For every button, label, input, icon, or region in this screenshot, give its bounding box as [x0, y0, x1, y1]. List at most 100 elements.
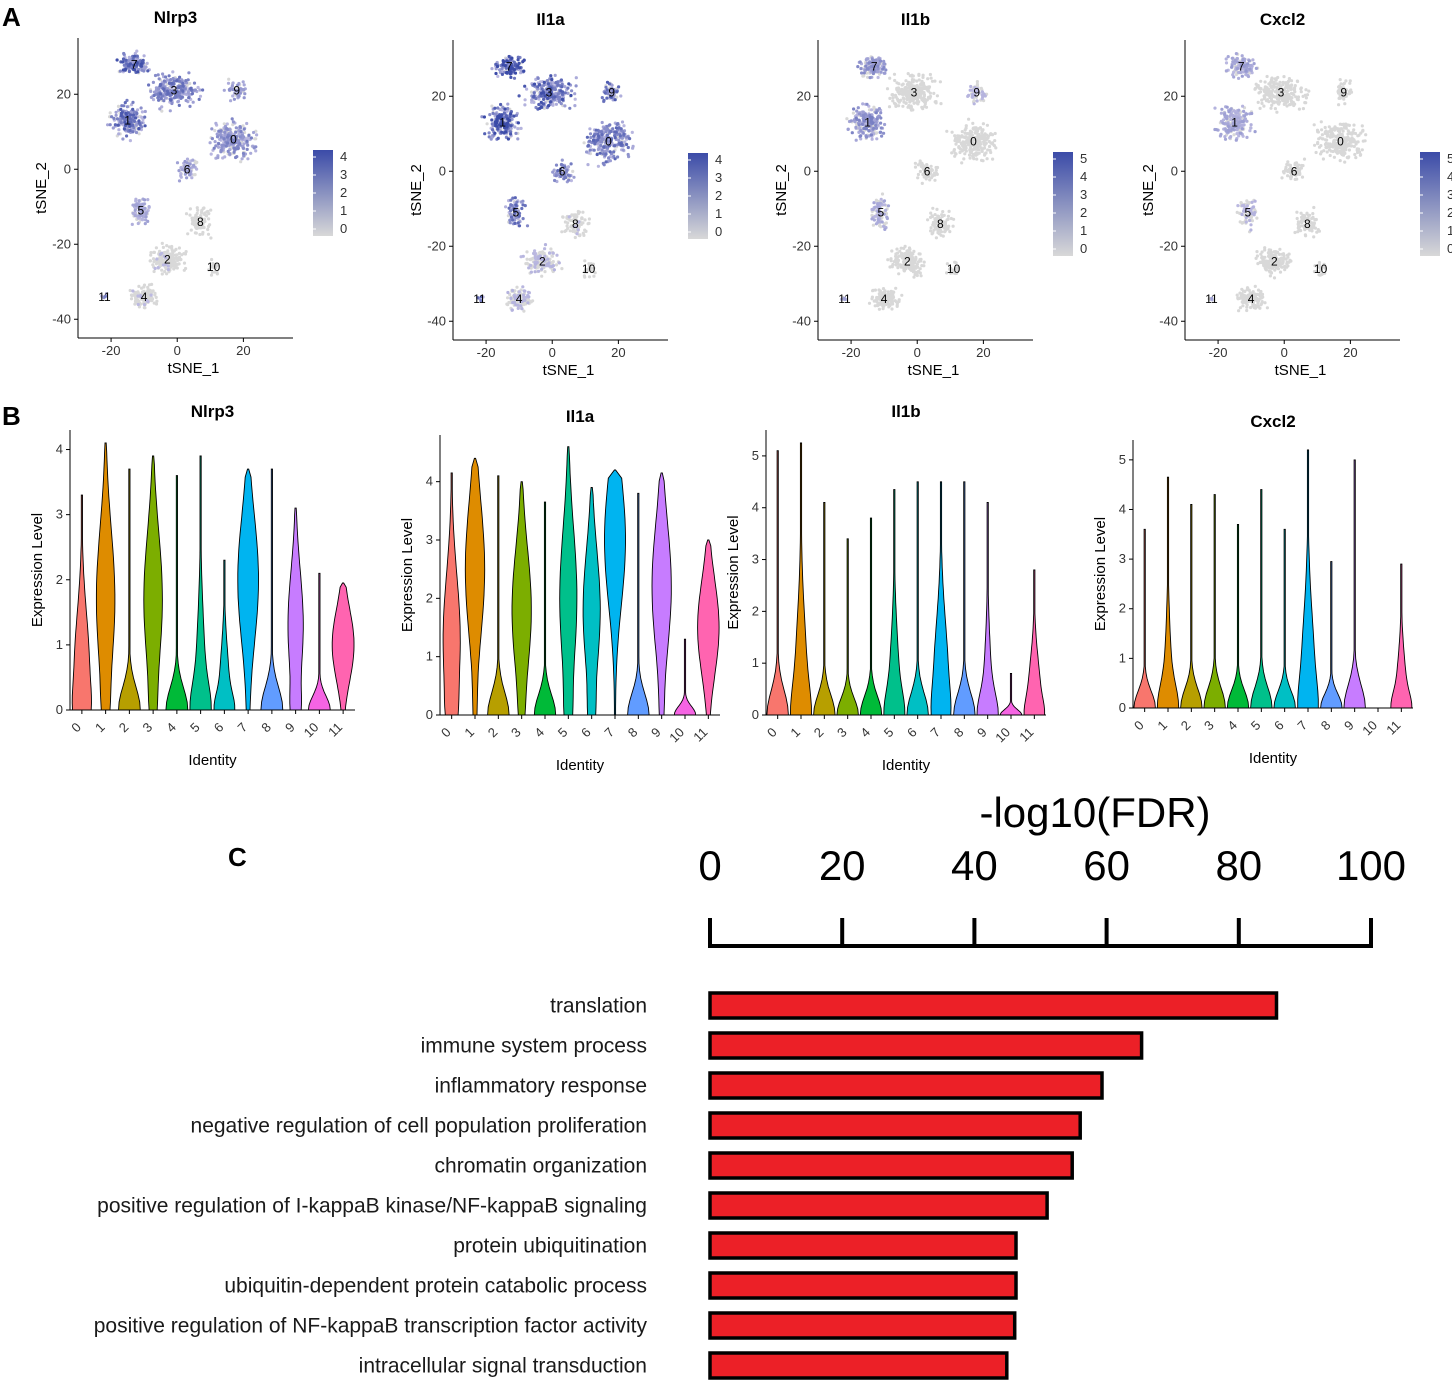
data-point [585, 150, 589, 154]
data-point [140, 110, 144, 114]
data-point [509, 75, 513, 79]
data-point [881, 67, 885, 71]
data-point [983, 135, 987, 139]
data-point [217, 142, 221, 146]
data-point [516, 306, 520, 310]
data-point [551, 251, 555, 255]
data-point [872, 105, 876, 109]
data-point [554, 80, 558, 85]
data-point [539, 94, 544, 98]
data-point [133, 290, 137, 295]
data-point [972, 102, 976, 106]
data-point [516, 127, 520, 131]
data-point [162, 99, 166, 103]
data-point [137, 127, 141, 131]
data-point [892, 101, 897, 105]
data-point [1313, 218, 1318, 222]
data-point [152, 250, 156, 254]
data-point [968, 88, 972, 92]
legend-label: 1 [340, 203, 347, 218]
data-point [583, 275, 587, 279]
data-point [239, 160, 243, 164]
data-point [1339, 127, 1343, 131]
data-point [130, 294, 134, 298]
data-point [954, 142, 958, 146]
data-point [859, 134, 863, 138]
data-point [911, 74, 915, 78]
data-point [1313, 143, 1317, 147]
data-point [615, 90, 619, 94]
data-point [540, 274, 544, 278]
data-point [969, 150, 973, 155]
data-point [106, 123, 110, 127]
data-point [978, 134, 982, 138]
data-point [895, 97, 900, 101]
data-point [533, 270, 537, 274]
data-point [1293, 177, 1297, 181]
data-point [488, 113, 492, 117]
data-point [914, 255, 918, 259]
data-point [553, 87, 558, 92]
data-point [516, 121, 521, 125]
data-point [137, 305, 141, 309]
data-point [587, 217, 592, 221]
data-point [513, 221, 517, 225]
data-point [904, 79, 908, 83]
data-point [490, 118, 494, 122]
data-point [523, 98, 527, 102]
cluster-label: 7 [871, 59, 878, 73]
data-point [533, 262, 538, 266]
data-point [525, 87, 529, 91]
data-point [136, 294, 140, 298]
data-point [161, 245, 165, 249]
data-point [588, 132, 593, 136]
data-point [485, 122, 489, 126]
data-point [592, 148, 596, 152]
data-point [137, 206, 141, 210]
data-point [589, 135, 593, 140]
data-point [572, 175, 576, 179]
data-point [626, 152, 630, 157]
cluster-label: 5 [138, 204, 145, 218]
data-point [899, 265, 903, 269]
x-tick-label: 20 [1343, 345, 1357, 360]
data-point [897, 254, 902, 258]
cluster-label: 6 [924, 164, 931, 178]
x-tick-label: -20 [477, 345, 496, 360]
data-point [505, 302, 509, 306]
data-point [557, 261, 561, 265]
data-point [1356, 134, 1360, 138]
data-point [545, 262, 549, 266]
data-point [121, 57, 126, 61]
data-point [245, 121, 249, 126]
data-point [140, 115, 144, 119]
data-point [149, 251, 153, 255]
data-point [494, 124, 499, 128]
data-point [604, 130, 608, 134]
data-point [882, 199, 887, 203]
data-point [159, 263, 163, 268]
cluster-label: 3 [546, 86, 553, 100]
data-point [228, 127, 232, 132]
data-point [525, 224, 530, 228]
data-point [612, 144, 617, 148]
data-point [895, 87, 899, 92]
data-point [981, 122, 986, 126]
cluster-label: 11 [473, 292, 486, 306]
data-point [883, 62, 887, 66]
data-point [857, 118, 861, 122]
cluster-label: 9 [608, 86, 615, 100]
data-point [886, 258, 890, 262]
data-point [1352, 123, 1356, 127]
data-point [195, 211, 199, 215]
data-point [237, 132, 241, 136]
x-axis-label: tSNE_1 [1275, 362, 1327, 379]
tsne-plot-nlrp3: -20 0 20200-20-40Nlrp3tSNE_1tSNE_201234567… [33, 8, 347, 377]
data-point [510, 308, 514, 312]
cluster-label: 8 [572, 217, 579, 231]
data-point [209, 152, 213, 156]
data-point [209, 208, 213, 212]
data-point [512, 114, 516, 118]
data-point [165, 259, 169, 263]
data-point [883, 71, 887, 75]
